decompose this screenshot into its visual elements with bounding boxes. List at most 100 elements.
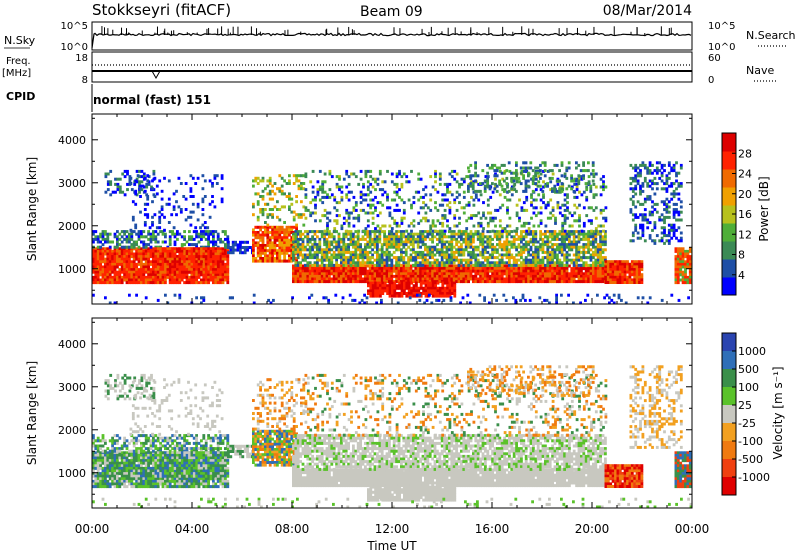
power-cell <box>522 201 526 205</box>
power-cell <box>416 240 420 244</box>
power-cell <box>546 258 550 262</box>
power-cell <box>515 280 518 284</box>
power-cell <box>161 252 165 256</box>
power-cell <box>313 237 317 241</box>
power-cell <box>491 274 494 278</box>
power-cell <box>522 277 526 281</box>
power-cell <box>524 232 528 236</box>
power-cell <box>580 269 583 273</box>
power-cell <box>259 236 262 240</box>
power-cell <box>342 267 346 271</box>
power-cell <box>333 195 337 199</box>
power-cell <box>572 245 576 249</box>
power-cell <box>288 231 291 234</box>
power-cell <box>402 269 406 273</box>
noise-panel: N.Sky 10^5 10^0 10^5 10^0 N.Search <box>4 21 796 53</box>
power-cell <box>390 237 394 241</box>
power-cell <box>326 216 329 220</box>
power-cell <box>216 268 220 272</box>
power-cell <box>359 263 362 267</box>
power-cell <box>402 235 406 239</box>
power-cell <box>472 224 476 228</box>
power-cell <box>438 269 442 273</box>
power-cell <box>575 230 578 234</box>
power-cell <box>304 280 307 284</box>
power-cell <box>266 244 270 247</box>
power-cell <box>304 267 307 271</box>
power-cell <box>383 261 386 265</box>
power-cell <box>288 225 291 229</box>
power-cell <box>427 289 430 293</box>
power-cell <box>450 237 454 241</box>
power-cell <box>417 221 421 225</box>
power-cell <box>431 185 435 189</box>
power-cell <box>219 268 222 272</box>
power-cell <box>316 256 319 260</box>
power-cell <box>256 244 260 247</box>
power-cell <box>294 261 298 265</box>
power-cell <box>450 269 454 273</box>
power-cell <box>356 280 360 284</box>
power-cell <box>376 286 380 290</box>
power-cell <box>118 278 122 282</box>
power-cell <box>604 235 607 239</box>
power-cell <box>368 235 372 239</box>
power-cell <box>192 257 196 261</box>
power-cell <box>436 248 439 252</box>
power-cell <box>385 267 389 271</box>
power-cell <box>556 261 559 265</box>
power-cell <box>378 261 382 265</box>
power-cell <box>224 273 227 277</box>
power-cell <box>283 238 286 242</box>
power-cell <box>386 289 389 293</box>
power-cell <box>421 258 425 262</box>
power-cell <box>147 260 150 264</box>
power-cell <box>553 250 557 254</box>
power-cell <box>101 249 105 253</box>
power-cell <box>140 257 143 261</box>
power-cell <box>415 284 418 288</box>
power-cell <box>481 248 485 252</box>
power-cell <box>383 267 386 271</box>
power-cell <box>301 264 305 268</box>
power-cell <box>539 221 543 225</box>
power-cell <box>152 281 155 285</box>
power-cell <box>517 258 521 262</box>
power-cell <box>168 257 172 261</box>
power-cell <box>548 232 552 236</box>
power-cell <box>381 193 385 197</box>
power-cell <box>320 232 324 236</box>
power-cell <box>467 272 470 276</box>
power-cell <box>428 232 432 236</box>
power-cell <box>108 262 112 266</box>
power-cell <box>212 243 215 247</box>
power-cell <box>416 253 420 257</box>
power-cell <box>371 261 374 265</box>
power-cell <box>145 185 149 189</box>
power-cell <box>390 245 394 249</box>
power-cell <box>479 224 483 228</box>
power-cell <box>424 256 427 260</box>
power-cell <box>340 245 343 249</box>
power-cell <box>345 195 349 199</box>
power-cell <box>195 270 199 274</box>
power-cell <box>381 289 385 293</box>
power-cell <box>592 235 595 239</box>
power-cell <box>151 223 154 227</box>
power-cell <box>527 274 530 278</box>
power-cell <box>304 208 308 212</box>
power-cell <box>378 263 382 267</box>
power-cell <box>335 175 339 179</box>
power-cell <box>414 240 418 244</box>
power-cell <box>172 208 176 211</box>
power-cell <box>118 273 122 277</box>
power-cell <box>589 243 593 247</box>
power-cell <box>565 269 569 273</box>
power-cell <box>128 180 132 184</box>
power-cell <box>209 268 213 272</box>
power-cell <box>101 273 105 277</box>
power-cell <box>448 235 451 239</box>
power-cell <box>280 176 284 180</box>
power-cell <box>200 265 203 269</box>
power-cell <box>467 201 471 205</box>
